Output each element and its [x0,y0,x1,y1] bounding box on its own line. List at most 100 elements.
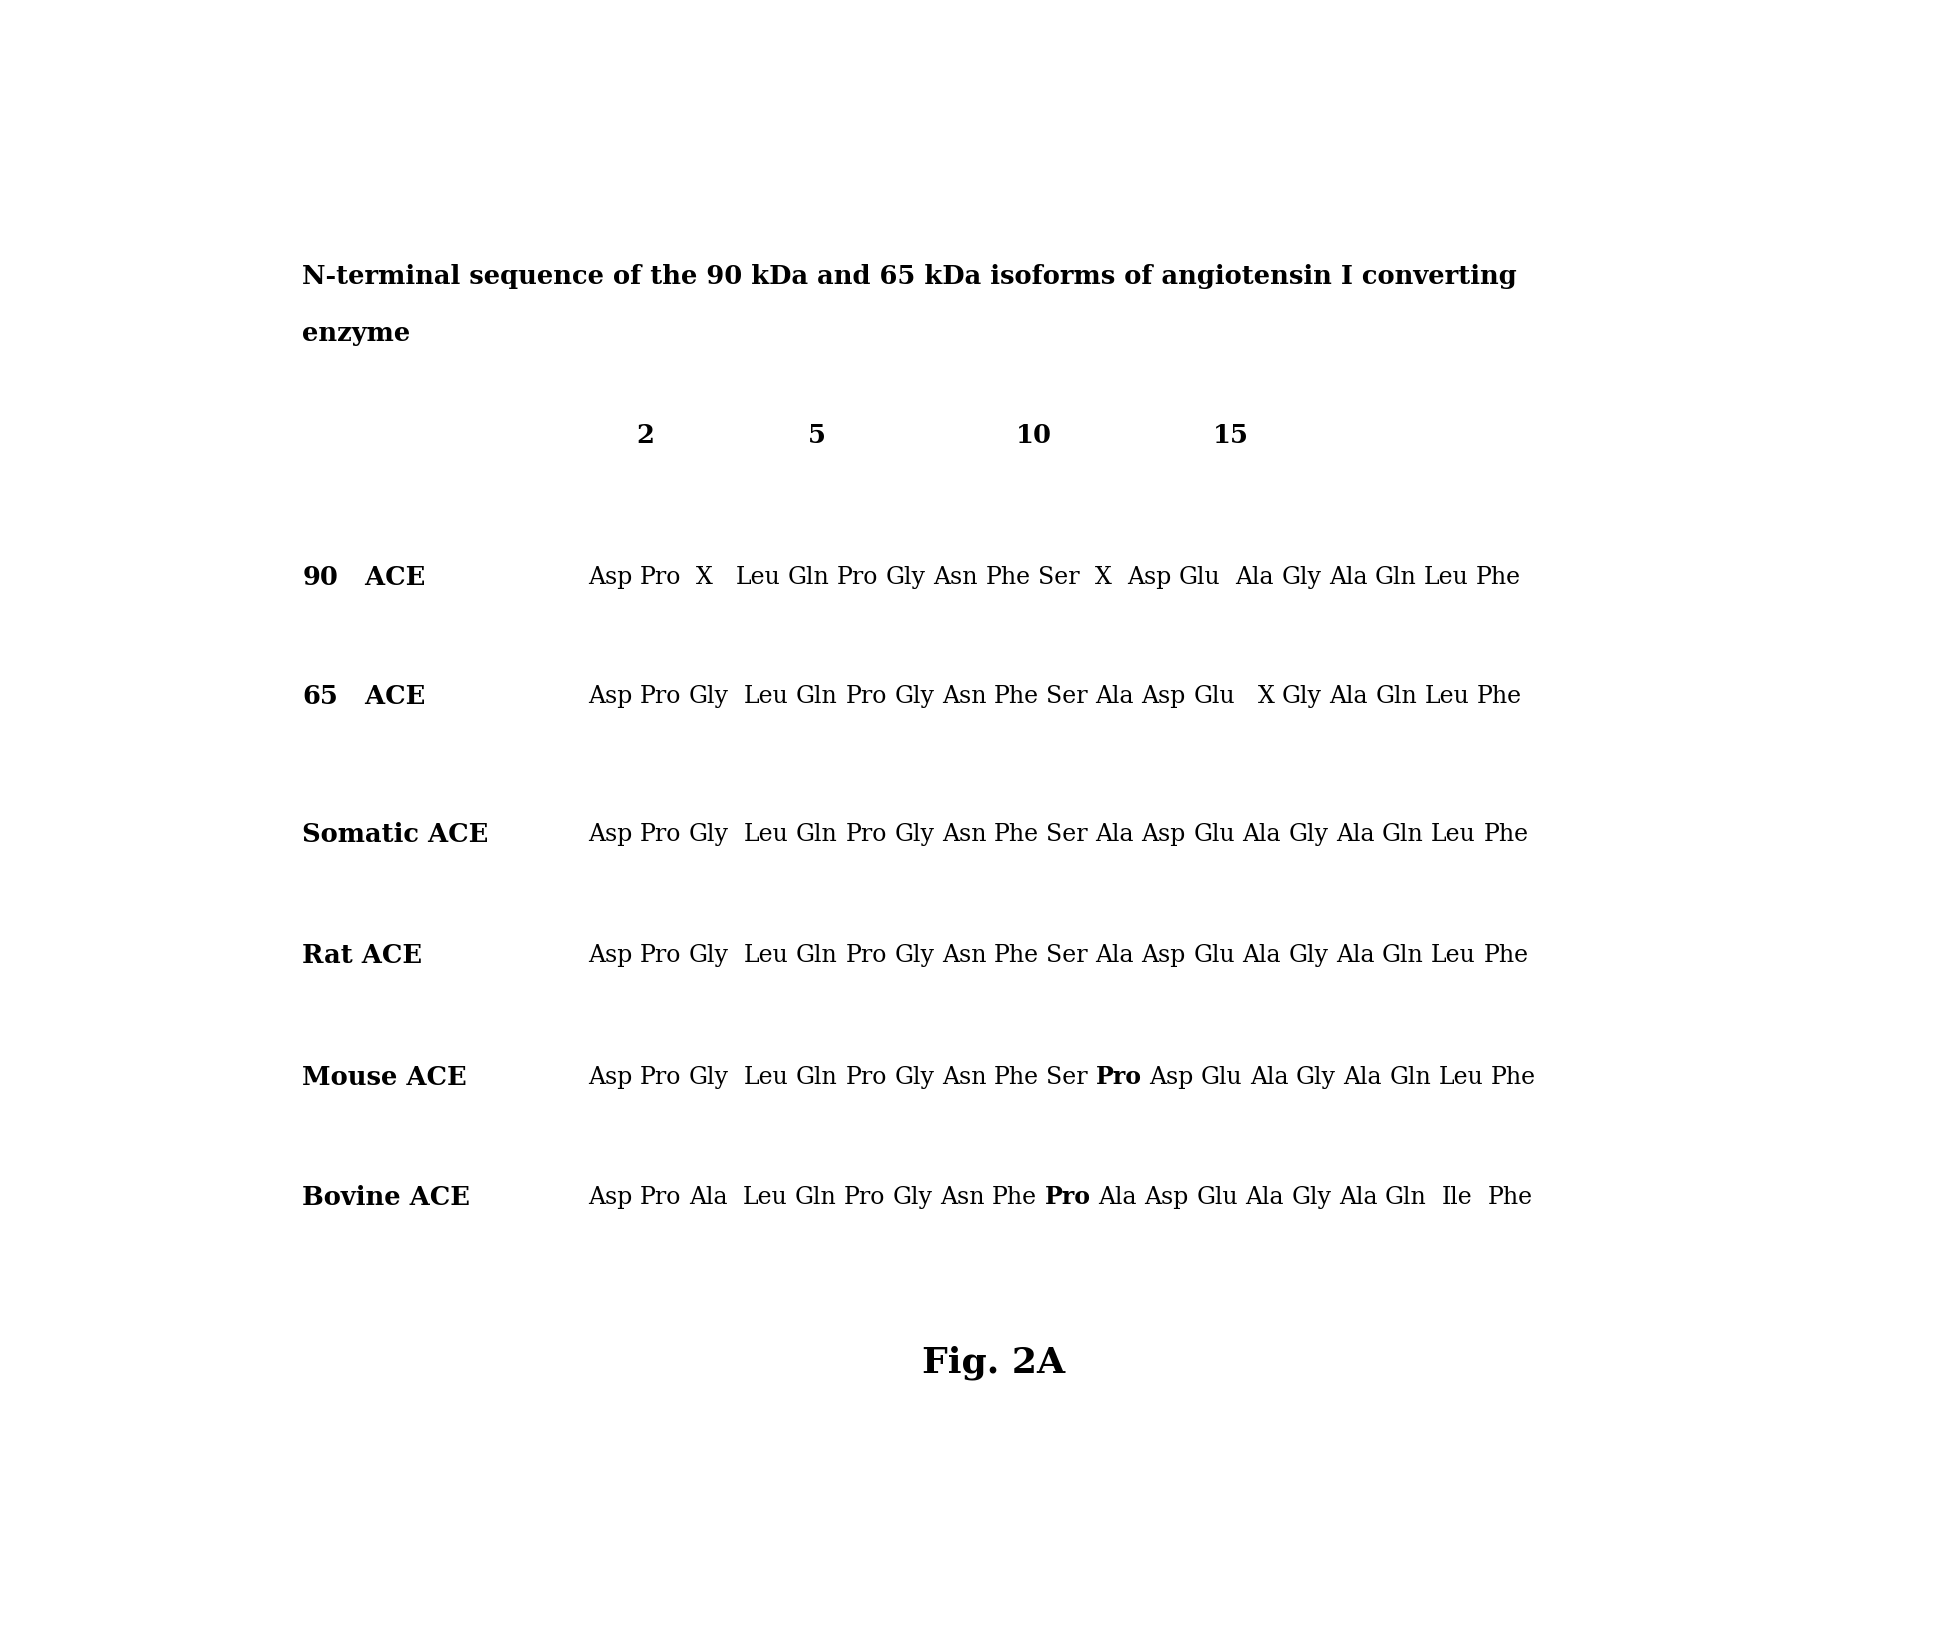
Text: Phe: Phe [993,823,1039,846]
Text: Gly: Gly [886,566,927,589]
Text: Pro: Pro [1096,1066,1142,1088]
Text: Mouse ACE: Mouse ACE [302,1064,467,1090]
Text: Asn: Asn [942,685,987,708]
Text: Glu: Glu [1179,566,1220,589]
Text: Ala: Ala [1251,1066,1287,1088]
Text: Gln: Gln [795,1186,836,1209]
Text: Leu: Leu [1425,685,1470,708]
Text: Phe: Phe [993,685,1039,708]
Text: Asp: Asp [1127,566,1171,589]
Text: Phe: Phe [1487,1186,1532,1209]
Text: Asp: Asp [588,566,632,589]
Text: Ile: Ile [1441,1186,1472,1209]
Text: Pro: Pro [1045,1186,1092,1209]
Text: Ala: Ala [688,1186,727,1209]
Text: Gln: Gln [1384,1186,1427,1209]
Text: Pro: Pro [640,944,681,966]
Text: Phe: Phe [1483,944,1528,966]
Text: Glu: Glu [1192,685,1235,708]
Text: Leu: Leu [1431,944,1476,966]
Text: 65: 65 [302,683,339,709]
Text: Asp: Asp [1142,823,1187,846]
Text: Leu: Leu [735,566,779,589]
Text: Phe: Phe [993,1066,1039,1088]
Text: Gly: Gly [892,1186,933,1209]
Text: Phe: Phe [993,1186,1037,1209]
Text: Ser: Ser [1047,944,1088,966]
Text: Leu: Leu [745,823,789,846]
Text: Ala: Ala [1336,944,1375,966]
Text: Asp: Asp [588,1066,632,1088]
Text: X: X [1256,685,1274,708]
Text: Phe: Phe [985,566,1032,589]
Text: Ala: Ala [1330,685,1367,708]
Text: Gly: Gly [688,1066,729,1088]
Text: Leu: Leu [1431,823,1476,846]
Text: Gly: Gly [894,823,935,846]
Text: Gln: Gln [797,944,838,966]
Text: Rat ACE: Rat ACE [302,944,423,968]
Text: Glu: Glu [1196,1186,1237,1209]
Text: Ala: Ala [1096,823,1134,846]
Text: Gly: Gly [1282,685,1322,708]
Text: Leu: Leu [743,1186,787,1209]
Text: Gln: Gln [797,1066,838,1088]
Text: Gln: Gln [1390,1066,1431,1088]
Text: Somatic ACE: Somatic ACE [302,822,489,846]
Text: Leu: Leu [1439,1066,1483,1088]
Text: ACE: ACE [339,565,427,591]
Text: Gly: Gly [1287,944,1328,966]
Text: Pro: Pro [640,823,681,846]
Text: Leu: Leu [745,685,789,708]
Text: Asn: Asn [942,944,987,966]
Text: Ala: Ala [1245,1186,1284,1209]
Text: Glu: Glu [1192,944,1235,966]
Text: Fig. 2A: Fig. 2A [923,1346,1065,1380]
Text: Phe: Phe [1476,566,1522,589]
Text: Bovine ACE: Bovine ACE [302,1184,471,1210]
Text: ACE: ACE [339,683,427,709]
Text: Pro: Pro [843,1186,884,1209]
Text: Ala: Ala [1243,944,1282,966]
Text: N-terminal sequence of the 90 kDa and 65 kDa isoforms of angiotensin I convertin: N-terminal sequence of the 90 kDa and 65… [302,264,1516,290]
Text: Ala: Ala [1243,823,1282,846]
Text: Ala: Ala [1344,1066,1383,1088]
Text: 10: 10 [1016,423,1053,449]
Text: Asp: Asp [588,823,632,846]
Text: Ala: Ala [1235,566,1274,589]
Text: Pro: Pro [640,1066,681,1088]
Text: Asp: Asp [588,1186,632,1209]
Text: Gln: Gln [787,566,830,589]
Text: Ser: Ser [1047,1066,1088,1088]
Text: 15: 15 [1214,423,1249,449]
Text: Gln: Gln [1375,685,1417,708]
Text: Gly: Gly [688,823,729,846]
Text: X: X [696,566,714,589]
Text: Asn: Asn [933,566,977,589]
Text: Asp: Asp [588,944,632,966]
Text: Ala: Ala [1328,566,1367,589]
Text: Phe: Phe [1483,823,1528,846]
Text: Asn: Asn [942,823,987,846]
Text: 5: 5 [807,423,826,449]
Text: Pro: Pro [640,566,681,589]
Text: Asp: Asp [1144,1186,1189,1209]
Text: X: X [1096,566,1111,589]
Text: Ala: Ala [1336,823,1375,846]
Text: Pro: Pro [845,823,886,846]
Text: Pro: Pro [838,566,878,589]
Text: Pro: Pro [845,685,886,708]
Text: Pro: Pro [640,685,681,708]
Text: Gly: Gly [894,944,935,966]
Text: Phe: Phe [1478,685,1522,708]
Text: Pro: Pro [845,944,886,966]
Text: Pro: Pro [845,1066,886,1088]
Text: Phe: Phe [1491,1066,1536,1088]
Text: Gly: Gly [688,685,729,708]
Text: Ala: Ala [1096,685,1134,708]
Text: Ala: Ala [1097,1186,1136,1209]
Text: Phe: Phe [993,944,1039,966]
Text: Leu: Leu [1423,566,1468,589]
Text: Ser: Ser [1047,685,1088,708]
Text: Gly: Gly [1291,1186,1332,1209]
